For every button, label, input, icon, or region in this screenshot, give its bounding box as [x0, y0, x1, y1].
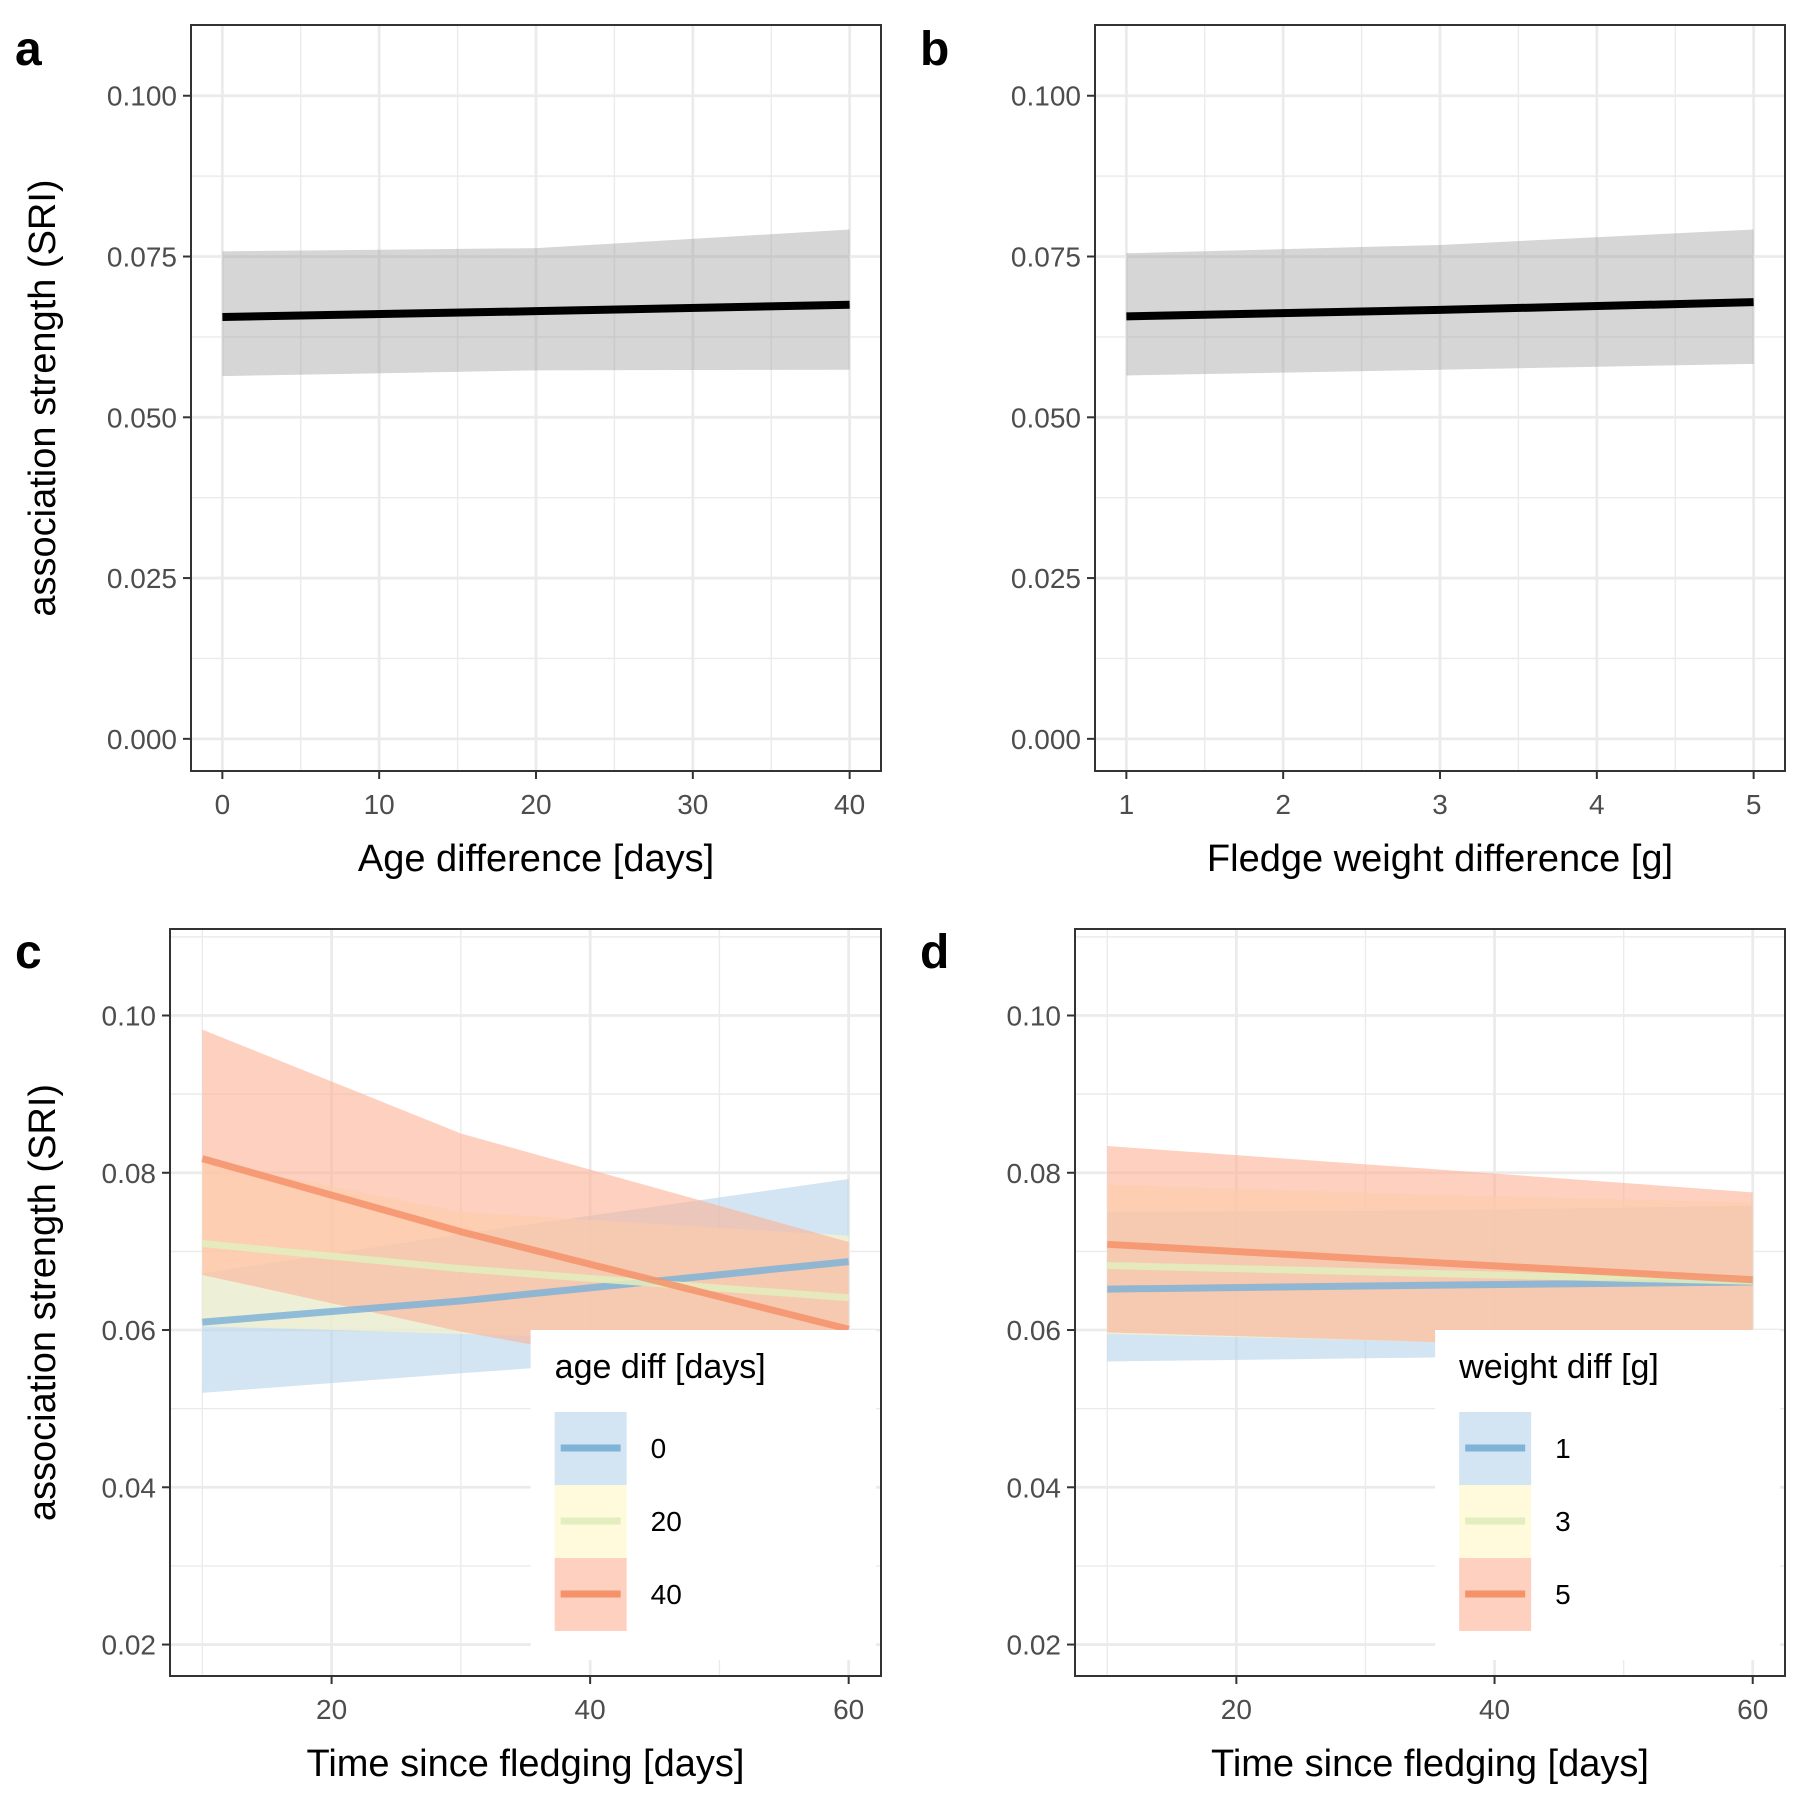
panel-c: age diff [days] 0 20 40 20 40 60 0.02 0.04 0.06 0.… — [15, 926, 882, 1785]
y-axis-title: association strength (SRI) — [22, 179, 64, 616]
panel-border — [169, 928, 882, 1677]
legend-label: 3 — [1555, 1506, 1571, 1537]
y-tick-label: 0.050 — [107, 402, 177, 433]
y-tick-label: 0.02 — [1007, 1630, 1062, 1661]
axes: 20 40 60 0.02 0.04 0.06 0.08 0.10 — [102, 1000, 865, 1725]
x-tick-label: 60 — [1737, 1694, 1768, 1725]
y-tick-label: 0.050 — [1011, 402, 1081, 433]
panel-a: 0 10 20 30 40 0.000 0.025 0.050 0.075 0.100 Age di… — [15, 23, 882, 880]
y-tick-label: 0.10 — [102, 1000, 157, 1031]
fit-lines — [1107, 1240, 1753, 1293]
gridlines — [191, 25, 881, 771]
panel-border — [1074, 928, 1786, 1677]
gridlines — [1095, 25, 1785, 771]
x-tick-label: 20 — [1221, 1694, 1252, 1725]
fit-line-5 — [1107, 1240, 1753, 1284]
legend-label: 20 — [651, 1506, 682, 1537]
fit-line-fit — [222, 300, 850, 321]
legend-label: 5 — [1555, 1579, 1571, 1610]
fit-lines — [201, 1155, 850, 1333]
y-tick-label: 0.06 — [1007, 1315, 1062, 1346]
panel-letter: d — [920, 926, 949, 979]
y-tick-label: 0.100 — [107, 81, 177, 112]
panel-letter: c — [15, 926, 42, 979]
x-tick-label: 2 — [1275, 789, 1291, 820]
y-tick-label: 0.075 — [1011, 242, 1081, 273]
y-tick-label: 0.100 — [1011, 81, 1081, 112]
legend-title: weight diff [g] — [1458, 1348, 1659, 1386]
y-tick-label: 0.08 — [102, 1158, 157, 1189]
y-axis-title: association strength (SRI) — [22, 1084, 64, 1521]
x-axis-title: Fledge weight difference [g] — [1207, 838, 1673, 880]
fit-lines — [222, 300, 850, 321]
fit-line-0 — [202, 1258, 850, 1326]
legend-label: 40 — [651, 1579, 682, 1610]
axes: 0 10 20 30 40 0.000 0.025 0.050 0.075 0.100 — [107, 81, 865, 820]
x-tick-label: 60 — [833, 1694, 864, 1725]
y-tick-label: 0.06 — [102, 1315, 157, 1346]
legend: weight diff [g] 1 3 5 — [1435, 1330, 1780, 1660]
x-axis-title: Age difference [days] — [358, 838, 714, 880]
y-tick-label: 0.02 — [102, 1630, 157, 1661]
x-tick-label: 1 — [1119, 789, 1135, 820]
fit-line-1 — [1107, 1278, 1753, 1293]
y-tick-label: 0.025 — [1011, 563, 1081, 594]
axes: 20 40 60 0.02 0.04 0.06 0.08 0.10 — [1007, 1000, 1769, 1725]
panel-d: weight diff [g] 1 3 5 20 40 60 0.02 0.04 0.06 0.08… — [920, 926, 1786, 1785]
legend-label: 0 — [651, 1433, 667, 1464]
y-tick-label: 0.025 — [107, 563, 177, 594]
ribbons — [1126, 229, 1754, 376]
legend-title: age diff [days] — [555, 1348, 766, 1386]
fit-line-40 — [201, 1155, 850, 1333]
y-tick-label: 0.10 — [1007, 1000, 1062, 1031]
legend: age diff [days] 0 20 40 — [530, 1330, 876, 1660]
x-tick-label: 30 — [677, 789, 708, 820]
confidence-band-fit — [1126, 229, 1754, 376]
fit-line-fit — [1126, 298, 1754, 321]
fit-lines — [1126, 298, 1754, 321]
y-tick-label: 0.04 — [102, 1472, 157, 1503]
x-tick-label: 10 — [364, 789, 395, 820]
panel-b: 1 2 3 4 5 0.000 0.025 0.050 0.075 0.100 Fledge wei… — [920, 23, 1786, 880]
confidence-band-fit — [222, 229, 850, 377]
y-tick-label: 0.04 — [1007, 1472, 1062, 1503]
fit-line-20 — [201, 1240, 849, 1302]
legend-label: 1 — [1555, 1433, 1571, 1464]
panel-letter: b — [920, 23, 949, 76]
panel-letter: a — [15, 23, 42, 76]
y-tick-label: 0.08 — [1007, 1158, 1062, 1189]
x-axis-title: Time since fledging [days] — [1211, 1743, 1649, 1785]
x-tick-label: 40 — [575, 1694, 606, 1725]
x-tick-label: 40 — [834, 789, 865, 820]
x-tick-label: 4 — [1589, 789, 1605, 820]
y-tick-label: 0.000 — [107, 724, 177, 755]
x-axis-title: Time since fledging [days] — [307, 1743, 745, 1785]
x-tick-label: 0 — [215, 789, 231, 820]
x-tick-label: 40 — [1479, 1694, 1510, 1725]
confidence-band-5 — [1107, 1146, 1753, 1358]
axes: 1 2 3 4 5 0.000 0.025 0.050 0.075 0.100 — [1011, 81, 1762, 820]
x-tick-label: 3 — [1432, 789, 1448, 820]
y-tick-label: 0.075 — [107, 242, 177, 273]
ribbons — [222, 229, 850, 377]
y-tick-label: 0.000 — [1011, 724, 1081, 755]
fit-line-3 — [1107, 1262, 1753, 1285]
x-tick-label: 20 — [520, 789, 551, 820]
x-tick-label: 20 — [316, 1694, 347, 1725]
x-tick-label: 5 — [1746, 789, 1762, 820]
